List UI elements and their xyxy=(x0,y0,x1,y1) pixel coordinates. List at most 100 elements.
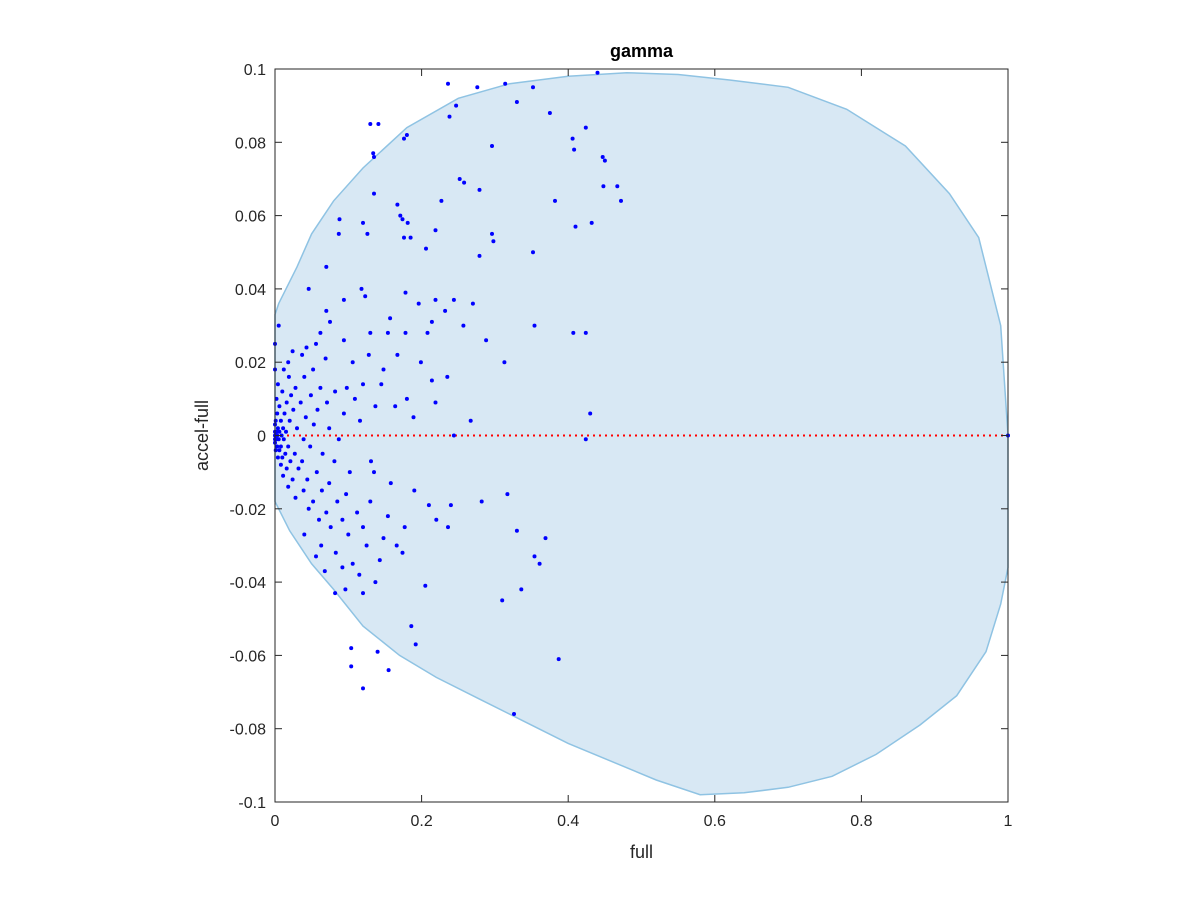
data-point xyxy=(275,426,280,431)
data-point xyxy=(448,503,453,508)
feasible-region xyxy=(274,71,1009,796)
y-tick-label: 0.08 xyxy=(235,135,266,152)
data-point xyxy=(394,543,399,548)
data-point xyxy=(333,550,338,555)
data-point xyxy=(388,481,393,486)
data-point xyxy=(547,111,552,115)
data-point xyxy=(289,393,294,398)
data-point xyxy=(276,323,281,328)
data-point xyxy=(336,437,341,442)
data-point xyxy=(505,492,510,497)
data-point xyxy=(408,235,413,240)
data-point xyxy=(308,444,313,449)
y-axis-label: accel-full xyxy=(192,400,212,471)
data-point xyxy=(324,264,329,269)
data-point xyxy=(306,286,311,291)
data-point xyxy=(304,345,309,350)
data-point xyxy=(315,407,320,412)
data-point xyxy=(358,418,362,423)
data-point xyxy=(281,437,286,442)
data-point xyxy=(426,503,431,508)
data-point xyxy=(412,488,417,493)
data-point xyxy=(514,528,519,533)
data-point xyxy=(314,470,319,475)
data-point xyxy=(302,532,307,537)
data-point xyxy=(405,220,410,225)
data-point xyxy=(395,202,400,207)
data-point xyxy=(393,404,398,409)
data-point xyxy=(447,114,452,119)
data-point xyxy=(340,517,345,522)
data-point xyxy=(344,492,349,497)
data-point xyxy=(347,470,352,475)
data-point xyxy=(277,404,282,409)
data-point xyxy=(290,477,295,482)
data-point xyxy=(361,525,365,530)
data-point xyxy=(424,246,428,251)
data-point xyxy=(314,341,318,346)
data-point xyxy=(433,400,438,405)
data-point xyxy=(273,418,278,423)
data-point xyxy=(484,338,489,343)
data-point xyxy=(502,360,507,365)
data-point xyxy=(468,418,473,423)
data-point xyxy=(409,624,414,629)
data-point xyxy=(479,499,484,504)
y-tick-label: 0.04 xyxy=(235,282,266,299)
data-point xyxy=(275,455,280,460)
y-tick-label: -0.02 xyxy=(230,502,267,519)
data-point xyxy=(286,444,291,449)
data-point xyxy=(336,231,341,236)
x-tick-label: 0.2 xyxy=(410,813,432,830)
data-point xyxy=(365,231,370,236)
data-point xyxy=(490,144,494,148)
x-tick-label: 0.6 xyxy=(704,813,726,830)
data-point xyxy=(278,418,283,423)
data-point xyxy=(359,286,364,291)
data-point xyxy=(325,400,329,405)
data-point xyxy=(490,231,494,236)
data-point xyxy=(349,664,354,669)
data-point xyxy=(280,455,285,460)
data-point xyxy=(532,554,537,559)
data-point xyxy=(327,481,332,486)
data-point xyxy=(519,587,524,592)
data-point xyxy=(340,565,345,570)
data-point xyxy=(306,506,311,511)
data-point xyxy=(287,418,292,423)
data-point xyxy=(500,598,505,603)
data-point xyxy=(372,470,376,475)
data-points xyxy=(273,70,1010,716)
data-point xyxy=(333,591,338,596)
data-point xyxy=(402,525,407,530)
data-point xyxy=(418,360,423,365)
data-point xyxy=(404,396,409,401)
data-point xyxy=(537,561,542,566)
data-point xyxy=(388,316,393,321)
data-point xyxy=(303,415,308,420)
data-point xyxy=(357,572,362,577)
data-point xyxy=(385,330,390,335)
data-point xyxy=(477,187,482,192)
data-point xyxy=(318,385,323,390)
data-point xyxy=(322,569,327,574)
y-tick-label: -0.04 xyxy=(230,575,267,592)
data-point xyxy=(368,122,373,126)
data-point xyxy=(324,510,329,515)
data-point xyxy=(295,426,299,431)
data-point xyxy=(361,220,365,225)
data-point xyxy=(570,136,575,141)
data-point xyxy=(366,352,371,357)
data-point xyxy=(531,85,535,90)
y-tick-label: -0.06 xyxy=(230,648,267,665)
data-point xyxy=(302,374,307,379)
data-point xyxy=(363,294,368,299)
data-point xyxy=(423,583,428,588)
data-point xyxy=(301,437,306,442)
data-point xyxy=(477,253,482,258)
data-point xyxy=(425,330,430,335)
data-point xyxy=(361,686,365,691)
data-point xyxy=(275,382,280,387)
